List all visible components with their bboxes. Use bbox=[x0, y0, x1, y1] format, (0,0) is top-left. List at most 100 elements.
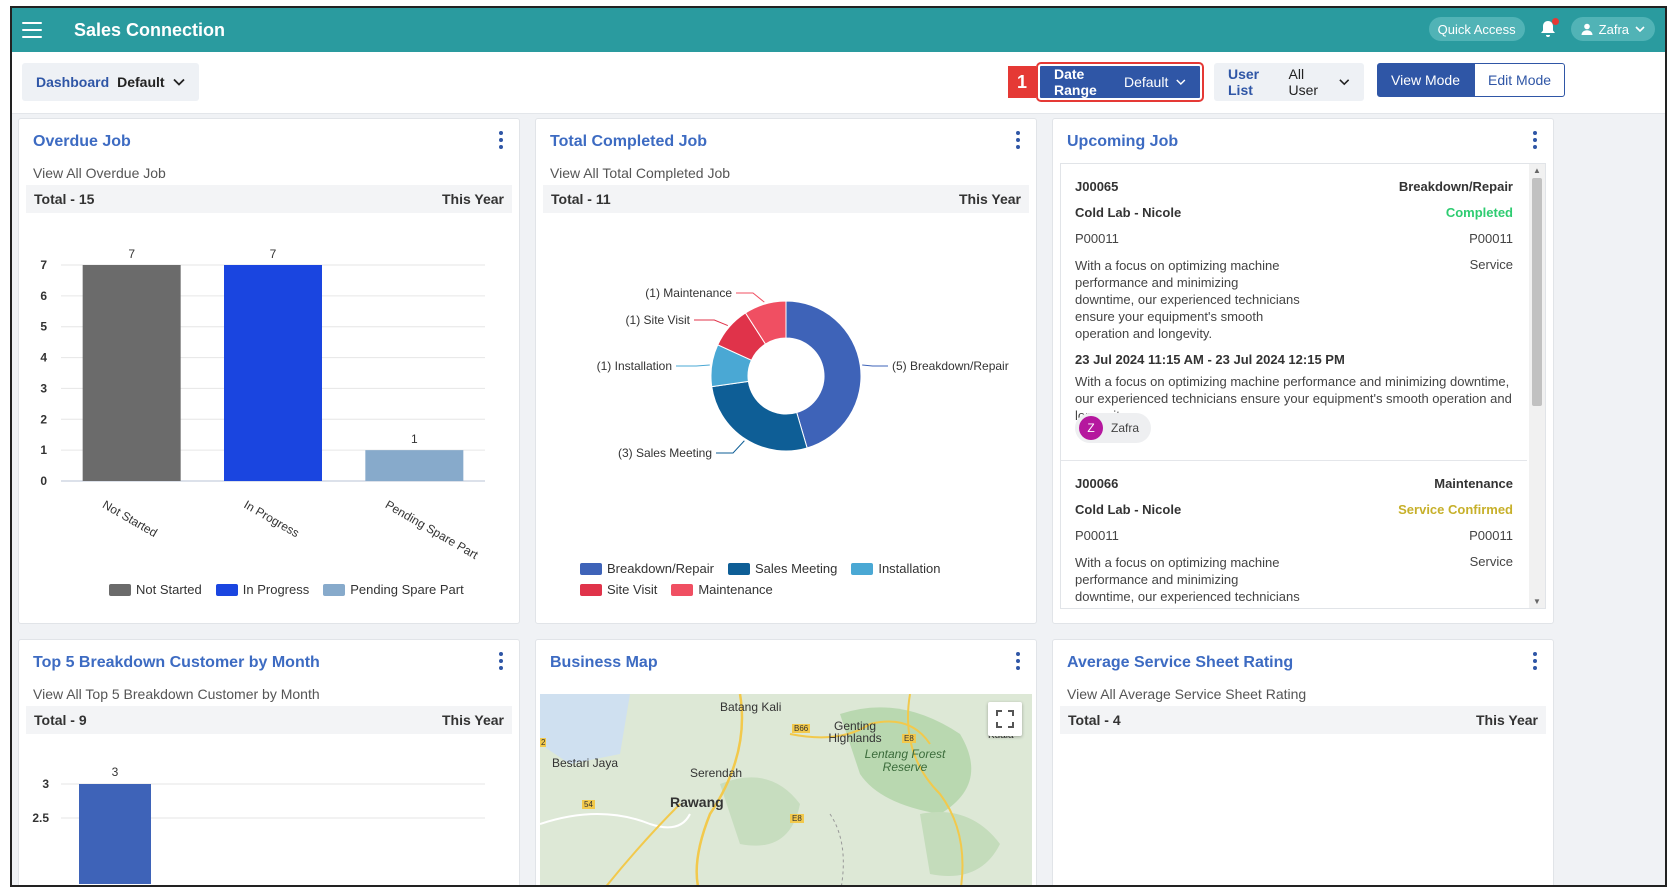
total-bar: Total - 9 This Year bbox=[26, 706, 512, 734]
card-title[interactable]: Overdue Job bbox=[33, 133, 131, 150]
status-badge: Service Confirmed bbox=[1398, 502, 1513, 517]
more-options-icon[interactable] bbox=[497, 131, 505, 149]
list-item[interactable]: J00065 Breakdown/Repair Cold Lab - Nicol… bbox=[1061, 164, 1527, 461]
legend-swatch bbox=[851, 562, 874, 575]
quick-access-button[interactable]: Quick Access bbox=[1428, 17, 1525, 41]
view-all-link[interactable]: View All Total Completed Job bbox=[550, 165, 731, 181]
more-options-icon[interactable] bbox=[1531, 652, 1539, 670]
map-terrain bbox=[540, 694, 1032, 885]
y-tick-label: 3 bbox=[40, 381, 47, 395]
card-title[interactable]: Average Service Sheet Rating bbox=[1067, 654, 1294, 671]
avatar: Z bbox=[1079, 416, 1103, 440]
edit-mode-button[interactable]: Edit Mode bbox=[1474, 63, 1566, 97]
y-tick-label: 6 bbox=[40, 289, 47, 303]
legend-item[interactable]: Pending Spare Part bbox=[323, 582, 464, 597]
map-label: E8 bbox=[902, 734, 916, 743]
y-tick-label: 4 bbox=[40, 351, 47, 365]
scroll-down-icon[interactable]: ▼ bbox=[1533, 597, 1541, 606]
user-menu-button[interactable]: Zafra bbox=[1570, 17, 1655, 41]
total-count: Total - 11 bbox=[551, 191, 611, 207]
chevron-down-icon bbox=[172, 78, 185, 86]
legend-label: Pending Spare Part bbox=[350, 582, 464, 597]
date-range-dropdown[interactable]: Date Range Default bbox=[1036, 62, 1204, 102]
x-tick-label: Pending Spare Part bbox=[383, 497, 481, 562]
total-count: Total - 15 bbox=[34, 191, 95, 207]
legend-item[interactable]: Site Visit bbox=[580, 582, 657, 597]
pie-slice bbox=[744, 300, 787, 345]
legend-item[interactable]: Installation bbox=[851, 561, 941, 576]
list-item[interactable]: J00066 Maintenance Cold Lab - Nicole Ser… bbox=[1061, 461, 1527, 608]
overdue-job-card: Overdue Job View All Overdue Job Total -… bbox=[18, 118, 520, 624]
card-title[interactable]: Total Completed Job bbox=[550, 133, 708, 150]
slice-label: (5) Breakdown/Repair bbox=[892, 359, 1009, 373]
view-all-link[interactable]: View All Average Service Sheet Rating bbox=[1067, 686, 1307, 702]
view-all-link[interactable]: View All Top 5 Breakdown Customer by Mon… bbox=[33, 686, 320, 702]
card-title[interactable]: Upcoming Job bbox=[1067, 133, 1179, 150]
period-label: This Year bbox=[958, 191, 1021, 207]
more-options-icon[interactable] bbox=[497, 652, 505, 670]
slice-label: (3) Sales Meeting bbox=[618, 446, 712, 460]
x-tick-label: In Progress bbox=[242, 497, 302, 540]
pie-slice bbox=[711, 380, 808, 452]
dashboard-value: Default bbox=[117, 74, 165, 90]
slice-label: (1) Site Visit bbox=[626, 313, 691, 327]
job-description: With a focus on optimizing machine perfo… bbox=[1075, 258, 1300, 341]
top5-bar-chart: 2.5 3 3 bbox=[32, 765, 485, 884]
scrollbar-thumb[interactable] bbox=[1532, 178, 1542, 406]
legend-swatch bbox=[580, 562, 602, 575]
job-type: Breakdown/Repair bbox=[1398, 179, 1513, 194]
job-time: 23 Jul 2024 11:15 AM - 23 Jul 2024 12:15… bbox=[1075, 352, 1345, 367]
legend-item[interactable]: Breakdown/Repair bbox=[580, 561, 714, 576]
app-title: Sales Connection bbox=[74, 19, 226, 40]
slice-leader-line bbox=[736, 292, 765, 303]
more-options-icon[interactable] bbox=[1531, 131, 1539, 149]
legend-swatch bbox=[727, 562, 750, 575]
business-map[interactable]: Batang Kali Genting Highlands Lentang Fo… bbox=[540, 694, 1032, 885]
view-all-link[interactable]: View All Overdue Job bbox=[33, 165, 166, 181]
more-options-icon[interactable] bbox=[1014, 131, 1022, 149]
legend-label: Not Started bbox=[136, 582, 202, 597]
step-badge: 1 bbox=[1008, 66, 1036, 98]
period-label: This Year bbox=[1475, 712, 1538, 728]
menu-icon[interactable] bbox=[22, 22, 42, 38]
bell-icon[interactable] bbox=[1539, 18, 1559, 39]
scroll-up-icon[interactable]: ▲ bbox=[1533, 166, 1541, 175]
top5-breakdown-card: Top 5 Breakdown Customer by Month View A… bbox=[18, 639, 520, 885]
card-title[interactable]: Business Map bbox=[550, 654, 658, 671]
bar bbox=[224, 265, 322, 481]
map-label: 2 bbox=[540, 738, 547, 747]
chevron-down-icon bbox=[1339, 79, 1350, 86]
upcoming-job-list: J00065 Breakdown/Repair Cold Lab - Nicol… bbox=[1060, 163, 1546, 609]
fullscreen-icon[interactable] bbox=[988, 702, 1022, 736]
job-category: Service bbox=[1469, 257, 1513, 272]
job-type: Maintenance bbox=[1434, 476, 1513, 491]
assignee-chip[interactable]: Z Zafra bbox=[1075, 413, 1152, 443]
legend-item[interactable]: Maintenance bbox=[671, 582, 773, 597]
map-label: E8 bbox=[790, 814, 804, 823]
legend-item[interactable]: In Progress bbox=[215, 582, 309, 597]
data-label: 1 bbox=[411, 432, 418, 446]
job-customer: Cold Lab - Nicole bbox=[1075, 502, 1182, 517]
legend-label: Breakdown/Repair bbox=[607, 561, 714, 576]
job-category: Service bbox=[1469, 554, 1513, 569]
y-tick-label: 2.5 bbox=[32, 811, 49, 825]
card-title[interactable]: Top 5 Breakdown Customer by Month bbox=[33, 654, 320, 671]
x-tick-label: Not Started bbox=[100, 497, 160, 539]
legend-item[interactable]: Sales Meeting bbox=[727, 561, 838, 576]
map-label: Bestari Jaya bbox=[552, 756, 619, 770]
dashboard-dropdown[interactable]: Dashboard Default bbox=[22, 63, 199, 101]
legend-item[interactable]: Not Started bbox=[109, 582, 202, 597]
chart-legend: Breakdown/Repair Sales Meeting Installatio… bbox=[580, 561, 1010, 597]
y-tick-label: 1 bbox=[40, 443, 47, 457]
scrollbar[interactable]: ▲ ▼ bbox=[1529, 164, 1545, 608]
bar bbox=[79, 784, 151, 884]
legend-label: Site Visit bbox=[607, 582, 658, 597]
more-options-icon[interactable] bbox=[1014, 652, 1022, 670]
assignee-name: Zafra bbox=[1111, 421, 1140, 435]
legend-label: Sales Meeting bbox=[754, 561, 838, 576]
job-ref: P00011 bbox=[1075, 231, 1119, 246]
slice-leader-line bbox=[676, 364, 710, 367]
user-list-dropdown[interactable]: User List All User bbox=[1214, 63, 1364, 101]
view-mode-button[interactable]: View Mode bbox=[1377, 63, 1475, 97]
job-id: J00065 bbox=[1075, 179, 1119, 194]
